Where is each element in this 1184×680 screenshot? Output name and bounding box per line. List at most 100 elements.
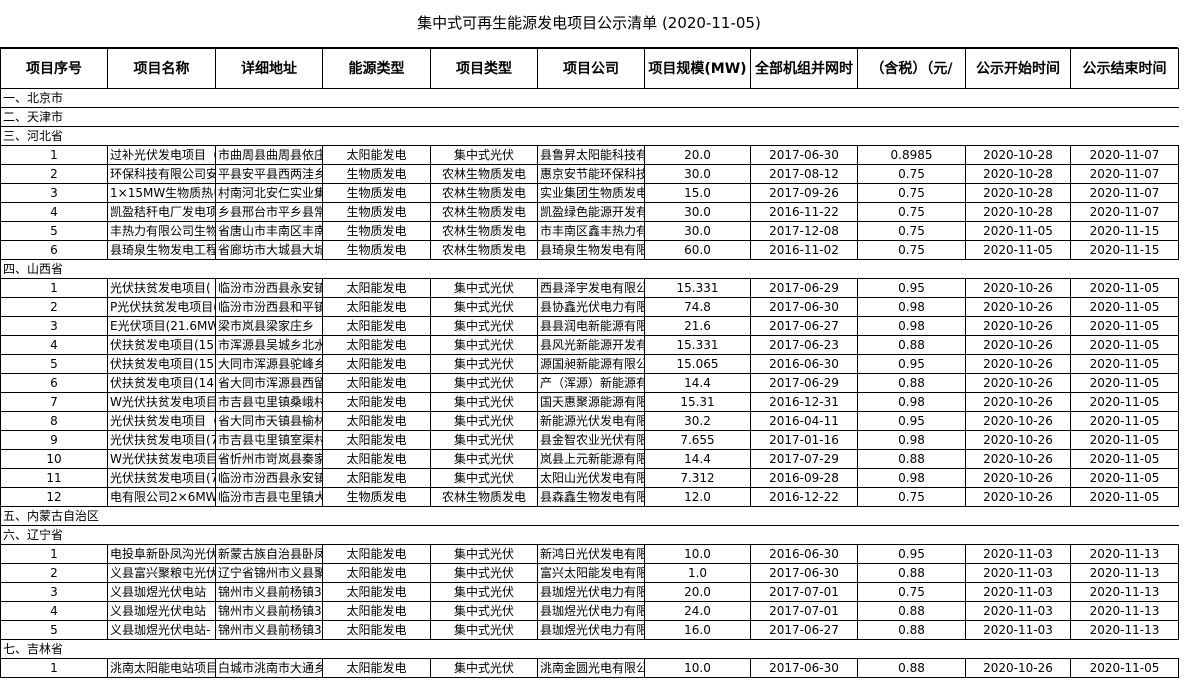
cell: 集中式光伏 bbox=[430, 449, 538, 469]
cell: 省忻州市岢岚县秦家 bbox=[215, 449, 323, 469]
cell: 集中式光伏 bbox=[430, 601, 538, 621]
cell: 岚县上元新能源有限公 bbox=[537, 449, 645, 469]
data-table: 项目序号 项目名称 详细地址 能源类型 项目类型 项目公司 项目规模(MW) 全部机组并网时（… bbox=[0, 48, 1179, 678]
cell: 生物质发电 bbox=[322, 183, 431, 203]
cell: 2020-11-05 bbox=[1070, 335, 1179, 355]
cell: 2016-06-30 bbox=[750, 354, 858, 374]
cell: 省大同市浑源县西留 bbox=[215, 373, 323, 393]
cell: 2020-10-26 bbox=[965, 449, 1071, 469]
cell: 0.88 bbox=[857, 601, 966, 621]
data-row: 2环保科技有限公司安平县安平县西两洼乡生物质发电农林生物质发电惠京安节能环保科技… bbox=[0, 164, 1179, 184]
cell: 2017-08-12 bbox=[750, 164, 858, 184]
cell: 市曲周县曲周县依庄 bbox=[215, 145, 323, 165]
cell: 2020-10-26 bbox=[965, 658, 1071, 678]
cell: 市浑源县吴城乡北水 bbox=[215, 335, 323, 355]
cell: 2017-06-29 bbox=[750, 278, 858, 298]
cell: 0.75 bbox=[857, 164, 966, 184]
cell: 2 bbox=[0, 297, 108, 317]
cell: 2017-12-08 bbox=[750, 221, 858, 241]
cell: 光伏扶贫发电项目(7. bbox=[107, 468, 216, 488]
cell: 临汾市汾西县永安镇 bbox=[215, 468, 323, 488]
cell: W光伏扶贫发电项目 bbox=[107, 392, 216, 412]
cell: 太阳能发电 bbox=[322, 411, 431, 431]
cell: 农林生物质发电 bbox=[430, 240, 538, 260]
cell: 3 bbox=[0, 582, 108, 602]
data-row: 8光伏扶贫发电项目（省大同市天镇县榆林太阳能发电集中式光伏新能源光伏发电有限公3… bbox=[0, 411, 1179, 431]
cell: 4 bbox=[0, 202, 108, 222]
cell: 农林生物质发电 bbox=[430, 221, 538, 241]
cell: 伏扶贫发电项目(14 bbox=[107, 373, 216, 393]
cell: 省廊坊市大城县大城 bbox=[215, 240, 323, 260]
cell: 2020-11-03 bbox=[965, 620, 1071, 640]
cell: 2020-11-05 bbox=[1070, 278, 1179, 298]
cell: 2020-11-13 bbox=[1070, 563, 1179, 583]
cell: 30.0 bbox=[644, 164, 751, 184]
section-label: 四、山西省 bbox=[0, 259, 1179, 279]
cell: 临汾市汾西县永安镇 bbox=[215, 278, 323, 298]
cell: 5 bbox=[0, 221, 108, 241]
cell: 集中式光伏 bbox=[430, 316, 538, 336]
cell: 2017-06-27 bbox=[750, 316, 858, 336]
cell: 集中式光伏 bbox=[430, 658, 538, 678]
cell: 0.95 bbox=[857, 411, 966, 431]
cell: 市吉县屯里镇室渠村 bbox=[215, 430, 323, 450]
cell: 1 bbox=[0, 278, 108, 298]
cell: 2020-11-13 bbox=[1070, 544, 1179, 564]
cell: 16.0 bbox=[644, 620, 751, 640]
cell: 太阳能发电 bbox=[322, 449, 431, 469]
column-header: 公示结束时间 bbox=[1070, 48, 1179, 89]
cell: 6 bbox=[0, 373, 108, 393]
cell: 2020-11-03 bbox=[965, 601, 1071, 621]
cell: 县协鑫光伏电力有限 bbox=[537, 297, 645, 317]
cell: 2016-04-11 bbox=[750, 411, 858, 431]
cell: 县鲁昇太阳能科技有限 bbox=[537, 145, 645, 165]
cell: 2016-12-22 bbox=[750, 487, 858, 507]
cell: 光伏扶贫发电项目( bbox=[107, 278, 216, 298]
cell: 0.95 bbox=[857, 354, 966, 374]
cell: 20.0 bbox=[644, 145, 751, 165]
cell: 省大同市天镇县榆林 bbox=[215, 411, 323, 431]
cell: 太阳能发电 bbox=[322, 145, 431, 165]
section-label: 一、北京市 bbox=[0, 88, 1179, 108]
cell: 15.0 bbox=[644, 183, 751, 203]
cell: 2017-06-29 bbox=[750, 373, 858, 393]
cell: 2020-11-05 bbox=[1070, 316, 1179, 336]
cell: 0.88 bbox=[857, 620, 966, 640]
cell: 集中式光伏 bbox=[430, 411, 538, 431]
cell: 凯盈秸秆电厂发电项 bbox=[107, 202, 216, 222]
cell: 0.98 bbox=[857, 316, 966, 336]
cell: 0.98 bbox=[857, 297, 966, 317]
cell: 县县润电新能源有限公 bbox=[537, 316, 645, 336]
cell: 集中式光伏 bbox=[430, 297, 538, 317]
cell: 西县泽宇发电有限公 bbox=[537, 278, 645, 298]
cell: 电有限公司2×6MW bbox=[107, 487, 216, 507]
cell: 2016-11-02 bbox=[750, 240, 858, 260]
column-header: 公示开始时间 bbox=[965, 48, 1071, 89]
cell: 2020-11-05 bbox=[1070, 354, 1179, 374]
cell: 0.88 bbox=[857, 658, 966, 678]
cell: 12 bbox=[0, 487, 108, 507]
cell: 10 bbox=[0, 449, 108, 469]
section-row: 七、吉林省 bbox=[0, 639, 1179, 659]
cell: 0.98 bbox=[857, 430, 966, 450]
cell: 农林生物质发电 bbox=[430, 183, 538, 203]
cell: 生物质发电 bbox=[322, 164, 431, 184]
cell: 2020-11-03 bbox=[965, 582, 1071, 602]
cell: 2020-11-05 bbox=[1070, 658, 1179, 678]
cell: 实业集团生物质发电 bbox=[537, 183, 645, 203]
cell: 1 bbox=[0, 544, 108, 564]
cell: 2017-01-16 bbox=[750, 430, 858, 450]
cell: 2020-10-28 bbox=[965, 183, 1071, 203]
sheet-title: 集中式可再生能源发电项目公示清单 (2020-11-05) bbox=[0, 0, 1178, 48]
cell: 0.8985 bbox=[857, 145, 966, 165]
cell: 1 bbox=[0, 658, 108, 678]
section-row: 三、河北省 bbox=[0, 126, 1179, 146]
cell: 60.0 bbox=[644, 240, 751, 260]
cell: 义县珈煜光伏电站- bbox=[107, 620, 216, 640]
cell: 0.75 bbox=[857, 202, 966, 222]
cell: 丰热力有限公司生物 bbox=[107, 221, 216, 241]
cell: 2017-07-01 bbox=[750, 582, 858, 602]
cell: 0.95 bbox=[857, 544, 966, 564]
cell: 0.88 bbox=[857, 563, 966, 583]
data-row: 12 电有限公司2×6MW 临汾市吉县屯里镇大 生物质发电 农林生物质发电 县森鑫生物发电… bbox=[0, 487, 1179, 507]
